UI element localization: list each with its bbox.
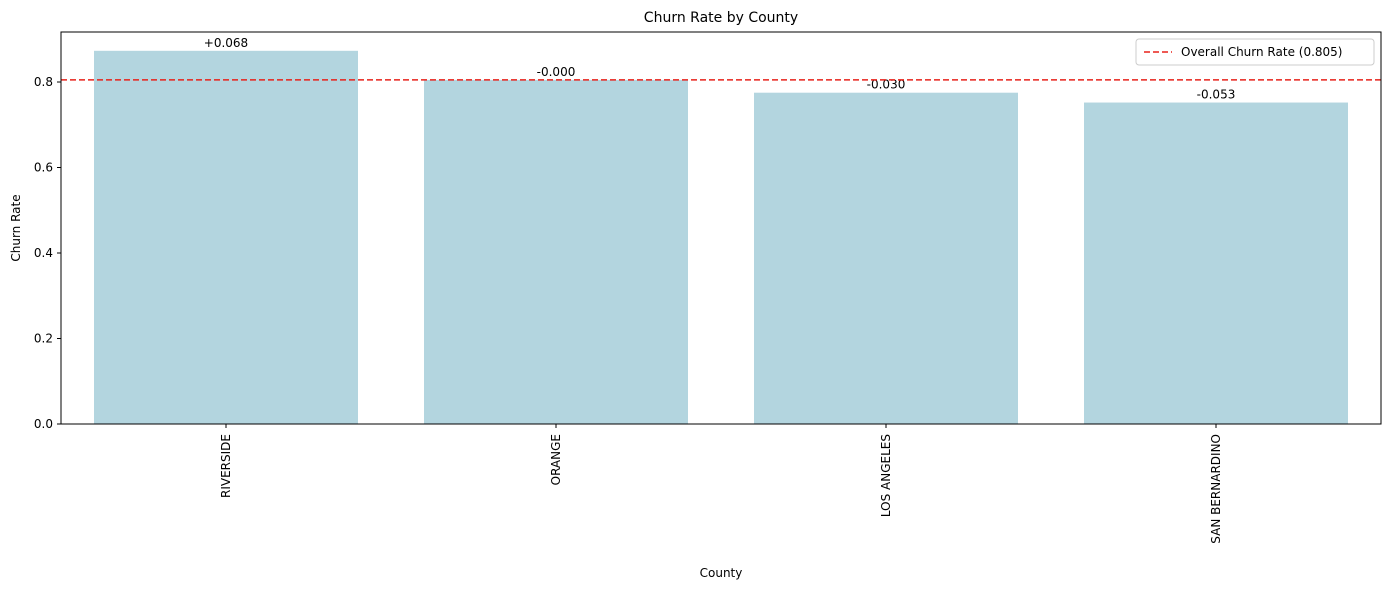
chart-title: Churn Rate by County [644, 10, 798, 26]
x-tick-label: LOS ANGELES [879, 434, 893, 517]
legend: Overall Churn Rate (0.805) [1135, 38, 1375, 66]
plot-frame [60, 31, 1382, 425]
x-tick-label: SAN BERNARDINO [1209, 434, 1223, 544]
y-tick-label: 0.8 [34, 75, 53, 89]
y-axis-label: Churn Rate [9, 194, 23, 261]
bar-value-label: +0.068 [204, 36, 248, 50]
legend-label: Overall Churn Rate (0.805) [1181, 45, 1342, 59]
y-tick-label: 0.4 [34, 246, 53, 260]
bar-san-bernardino [1084, 102, 1348, 424]
y-tick-label: 0.6 [34, 161, 53, 175]
bar-value-label: -0.030 [867, 78, 906, 92]
bar-value-label: -0.000 [537, 65, 576, 79]
x-tick-label: RIVERSIDE [219, 434, 233, 498]
legend-box [1135, 38, 1375, 66]
x-axis-label: County [700, 566, 743, 580]
axes-layer: RIVERSIDE ORANGE LOS ANGELES SAN BERNARDINO… [34, 31, 1382, 544]
bars-layer: +0.068 -0.000 -0.030 -0.053 [94, 36, 1348, 424]
bar-los-angeles [754, 92, 1018, 424]
y-tick-label: 0.0 [34, 417, 53, 431]
x-tick-label: ORANGE [549, 434, 563, 485]
bar-value-label: -0.053 [1197, 88, 1236, 102]
y-tick-label: 0.2 [34, 332, 53, 346]
bar-riverside [94, 50, 358, 424]
bar-orange [424, 79, 688, 424]
